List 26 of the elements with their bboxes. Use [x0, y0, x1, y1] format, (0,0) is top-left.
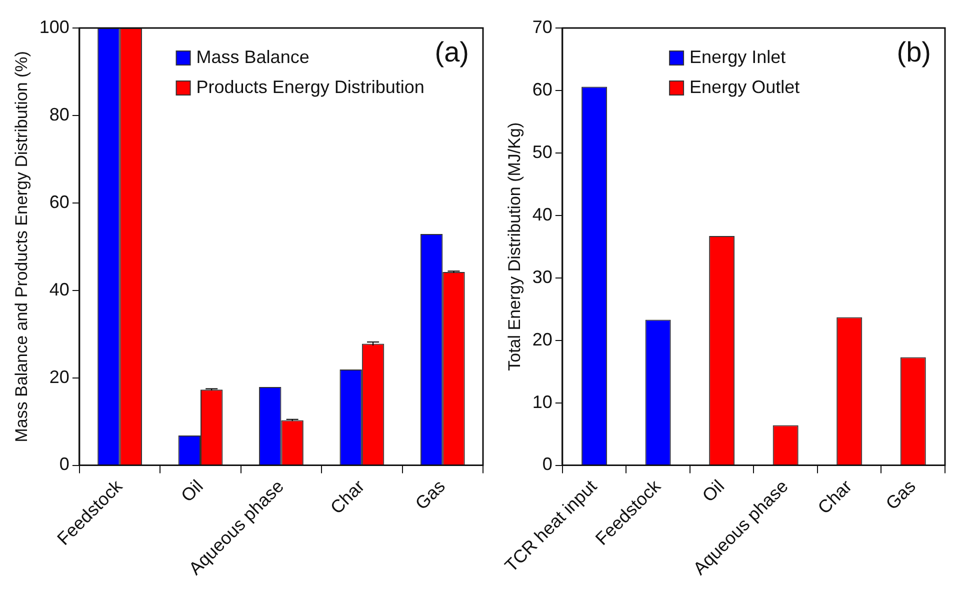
- y-axis-title: Total Energy Distribution (MJ/Kg): [504, 122, 524, 371]
- y-tick-label: 20: [532, 329, 552, 350]
- y-tick-label: 70: [532, 16, 552, 37]
- y-tick-label: 80: [49, 104, 70, 124]
- legend-label: Products Energy Distribution: [196, 76, 424, 97]
- legend-label: Energy Outlet: [690, 76, 800, 97]
- y-tick-label: 40: [532, 204, 552, 224]
- y-tick-label: 40: [49, 279, 70, 300]
- y-tick-label: 0: [542, 454, 552, 474]
- y-tick-label: 100: [39, 16, 70, 37]
- y-tick-label: 20: [49, 366, 70, 387]
- x-tick-label: Oil: [177, 476, 207, 506]
- y-tick-label: 50: [532, 142, 552, 162]
- annotation: (a): [434, 36, 469, 68]
- y-tick-label: 10: [532, 392, 552, 412]
- legend-label: Mass Balance: [196, 46, 310, 67]
- y-tick-label: 60: [49, 192, 70, 212]
- y-tick-label: 30: [532, 266, 552, 287]
- annotation: (b): [896, 36, 931, 68]
- legend-label: Energy Inlet: [690, 46, 786, 67]
- x-tick-label: Oil: [698, 476, 728, 506]
- y-tick-label: 60: [532, 79, 552, 100]
- x-tick-label: Gas: [411, 476, 449, 514]
- y-axis-title: Mass Balance and Products Energy Distribution (%): [12, 51, 31, 442]
- x-tick-label: Gas: [882, 476, 920, 514]
- y-tick-label: 0: [59, 454, 70, 474]
